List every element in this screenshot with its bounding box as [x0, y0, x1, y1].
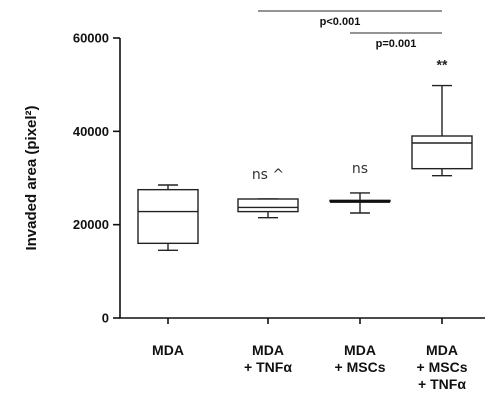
- p-value-label: p=0.001: [376, 38, 417, 50]
- p-value-label: p<0.001: [320, 16, 361, 28]
- y-tick-label: 60000: [73, 31, 109, 46]
- x-category-label: MDA + MSCs + TNFα: [417, 342, 468, 392]
- y-axis-line: [119, 38, 485, 319]
- box-plot-3: [329, 192, 391, 214]
- y-tick-label: 20000: [73, 217, 109, 232]
- x-category-label-line: + TNFα: [418, 376, 466, 392]
- y-ticks: 0 20000 40000 60000: [73, 31, 120, 326]
- significance-label: **: [437, 57, 448, 73]
- x-category-label: MDA: [152, 342, 184, 358]
- significance-annotations: ns ^ ns **: [252, 57, 448, 183]
- iqr-box: [411, 135, 473, 170]
- x-category-label-line: MDA: [252, 342, 284, 358]
- significance-label: ns: [352, 161, 368, 177]
- boxes: [137, 84, 473, 252]
- box-plot-4: [411, 84, 473, 177]
- iqr-box: [237, 198, 299, 213]
- x-category-label-line: + MSCs: [417, 359, 468, 375]
- y-tick-label: 40000: [73, 124, 109, 139]
- x-category-label: MDA + MSCs: [335, 342, 386, 375]
- box-plot-2: [237, 198, 299, 219]
- significance-label: ns ^: [252, 167, 284, 183]
- comparison-brackets: p<0.001 p=0.001: [258, 10, 442, 50]
- x-category-label-line: MDA: [344, 342, 376, 358]
- iqr-box: [137, 188, 199, 245]
- y-tick-label: 0: [102, 311, 109, 326]
- x-category-label: MDA + TNFα: [244, 342, 292, 375]
- box-plot-1: [137, 184, 199, 252]
- x-category-label-line: MDA: [152, 342, 184, 358]
- x-category-label-line: MDA: [426, 342, 458, 358]
- x-category-label-line: + MSCs: [335, 359, 386, 375]
- y-axis-title: Invaded area (pixel²): [23, 105, 40, 250]
- x-category-label-line: + TNFα: [244, 359, 292, 375]
